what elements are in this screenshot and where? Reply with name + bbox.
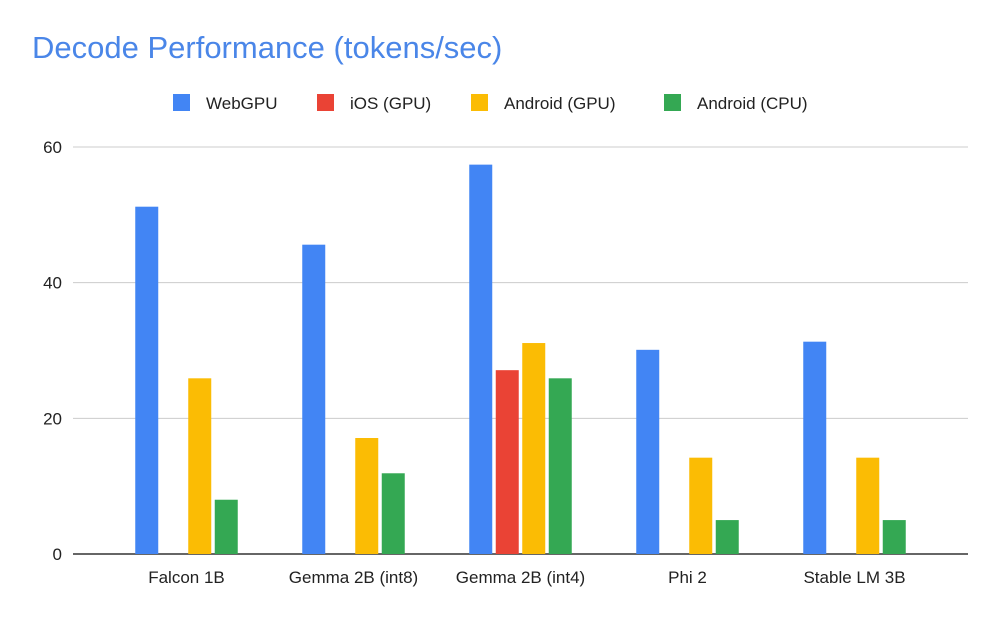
legend-label: Android (CPU) <box>697 94 808 113</box>
y-tick-label: 20 <box>43 409 62 428</box>
bar-webgpu <box>469 164 493 555</box>
chart-title: Decode Performance (tokens/sec) <box>32 30 503 65</box>
bar-android-cpu <box>715 520 739 554</box>
bar-ios-gpu <box>495 370 519 554</box>
bar-android-cpu <box>381 473 405 554</box>
bar-webgpu <box>636 349 660 554</box>
x-tick-label: Stable LM 3B <box>803 568 905 587</box>
y-tick-label: 0 <box>53 545 62 564</box>
x-tick-label: Gemma 2B (int4) <box>456 568 585 587</box>
bar-android-cpu <box>214 499 238 554</box>
legend-label: iOS (GPU) <box>350 94 431 113</box>
legend-swatch <box>471 94 488 111</box>
bar-android-cpu <box>882 520 906 554</box>
x-tick-label: Phi 2 <box>668 568 707 587</box>
bar-android-gpu <box>689 457 713 554</box>
x-tick-label: Falcon 1B <box>148 568 225 587</box>
bar-webgpu <box>302 244 326 554</box>
bar-android-gpu <box>188 378 212 554</box>
bar-webgpu <box>803 341 827 554</box>
legend-label: WebGPU <box>206 94 278 113</box>
x-tick-label: Gemma 2B (int8) <box>289 568 418 587</box>
y-tick-label: 60 <box>43 138 62 157</box>
y-tick-label: 40 <box>43 274 62 293</box>
bar-android-gpu <box>522 343 546 554</box>
bar-android-gpu <box>856 457 880 554</box>
legend-swatch <box>173 94 190 111</box>
bar-android-gpu <box>355 438 379 554</box>
bar-android-cpu <box>548 378 572 554</box>
legend-swatch <box>317 94 334 111</box>
legend-label: Android (GPU) <box>504 94 615 113</box>
legend-swatch <box>664 94 681 111</box>
bar-webgpu <box>135 206 159 554</box>
